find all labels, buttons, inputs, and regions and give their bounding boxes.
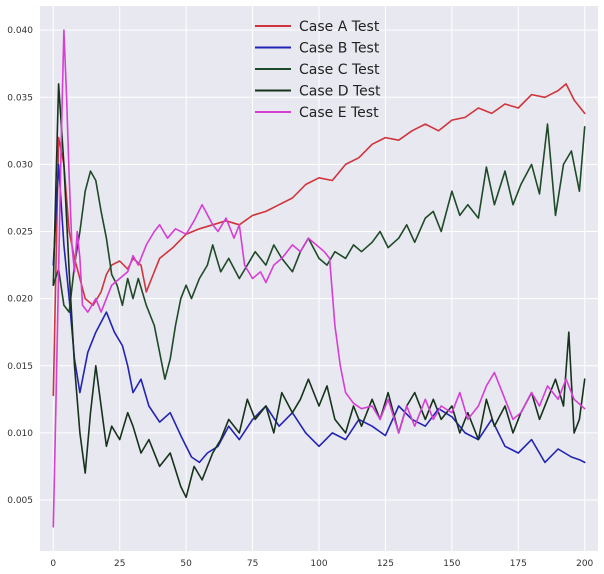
series-line-case-e-test xyxy=(52,29,586,528)
y-tick-label: 0.040 xyxy=(7,26,33,36)
y-tick-label: 0.020 xyxy=(7,295,33,305)
y-tick-label: 0.015 xyxy=(7,362,33,372)
x-tick-label: 175 xyxy=(510,559,527,569)
x-tick-label: 100 xyxy=(310,559,327,569)
x-tick-label: 125 xyxy=(377,559,394,569)
series-lines xyxy=(52,29,586,528)
legend-label: Case D Test xyxy=(299,84,381,100)
series-line-case-c-test xyxy=(52,123,586,380)
x-tick-label: 50 xyxy=(180,559,192,569)
y-tick-label: 0.025 xyxy=(7,228,33,238)
legend-label: Case E Test xyxy=(299,105,379,121)
series-line-case-d-test xyxy=(52,83,586,499)
y-tick-label: 0.035 xyxy=(7,93,33,103)
series-line-case-a-test xyxy=(52,83,586,397)
x-tick-label: 75 xyxy=(247,559,258,569)
x-axis-ticks: 0 25 50 75 100 125 150 175 200 xyxy=(50,559,593,569)
y-tick-label: 0.030 xyxy=(7,160,33,170)
legend-label: Case C Test xyxy=(299,62,380,78)
x-tick-label: 200 xyxy=(576,559,593,569)
legend: Case A Test Case B Test Case C Test Case D … xyxy=(255,19,381,121)
legend-label: Case A Test xyxy=(299,19,380,35)
y-tick-label: 0.010 xyxy=(7,429,33,439)
y-axis-ticks: 0.005 0.010 0.015 0.020 0.025 0.030 0.035 0.040 xyxy=(7,26,33,506)
x-tick-label: 0 xyxy=(50,559,56,569)
legend-label: Case B Test xyxy=(299,41,380,57)
grid xyxy=(40,6,598,551)
y-tick-label: 0.005 xyxy=(7,496,33,506)
x-tick-label: 150 xyxy=(443,559,460,569)
x-tick-label: 25 xyxy=(114,559,125,569)
